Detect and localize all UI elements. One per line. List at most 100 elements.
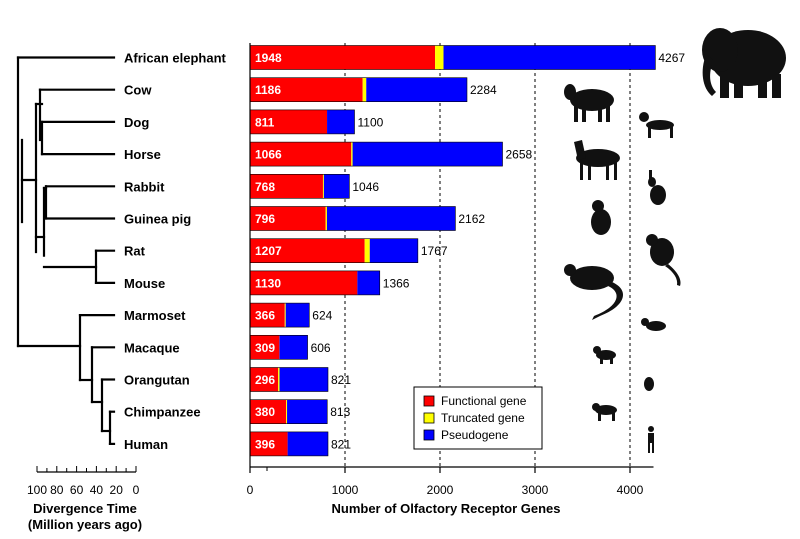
x-tick-label-0: 0	[247, 483, 254, 497]
elephant-icon	[702, 28, 786, 98]
bar-marmoset-pseudogene	[285, 303, 310, 328]
animal-silhouettes	[564, 28, 786, 453]
tree-tick-label-60: 60	[70, 483, 84, 497]
bar-guinea-pig-truncated-gene	[325, 206, 327, 231]
bar-horse-functional-gene	[250, 142, 352, 167]
horse-icon	[574, 140, 620, 180]
total-label-marmoset: 624	[312, 309, 332, 323]
bar-rat-functional-gene	[250, 238, 365, 263]
value-label-mouse-functional: 1130	[255, 276, 281, 290]
orangutan-icon	[644, 377, 654, 391]
legend-box	[413, 386, 543, 450]
bar-cow-pseudogene	[366, 77, 467, 102]
value-label-guinea-pig-functional: 796	[255, 212, 275, 226]
species-label-human: Human	[124, 437, 168, 452]
legend-label-pseudogene: Pseudogene	[441, 428, 509, 442]
species-label-orangutan: Orangutan	[124, 373, 190, 388]
x-tick-label-4000: 4000	[617, 483, 644, 497]
macaque-icon	[593, 346, 616, 364]
value-label-rabbit-functional: 768	[255, 180, 275, 194]
x-tick-label-2000: 2000	[427, 483, 454, 497]
bar-chimpanzee-functional-gene	[250, 399, 287, 424]
bar-rat-truncated-gene	[364, 238, 370, 263]
total-label-guinea-pig: 2162	[458, 212, 485, 226]
bar-rabbit-truncated-gene	[322, 174, 324, 199]
total-label-cow: 2284	[470, 83, 497, 97]
species-label-mouse: Mouse	[124, 276, 165, 291]
total-label-orangutan: 821	[331, 373, 351, 387]
total-label-rat: 1767	[421, 244, 448, 258]
gene-count-axis: 0 1000 2000 3000 4000 Number of Olfactory Rec…	[247, 43, 654, 516]
bar-rabbit-pseudogene	[323, 174, 350, 199]
marmoset-icon	[641, 318, 666, 331]
bar-dog-functional-gene	[250, 109, 328, 134]
bar-macaque-pseudogene	[279, 335, 308, 360]
species-label-rat: Rat	[124, 244, 146, 259]
bar-horse-truncated-gene	[351, 142, 353, 167]
tree-axis-subtitle: (Million years ago)	[28, 517, 142, 532]
bar-guinea-pig-functional-gene	[250, 206, 326, 231]
x-axis-title: Number of Olfactory Receptor Genes	[332, 501, 561, 516]
stacked-bars: 1948 4267 1186 2284 811 1100 1066 2658 768 1046 79…	[249, 45, 685, 457]
value-label-cow-functional: 1186	[255, 83, 281, 97]
bar-orangutan-pseudogene	[279, 367, 328, 392]
bar-marmoset-functional-gene	[250, 303, 285, 328]
bar-rat-pseudogene	[369, 238, 418, 263]
human-icon	[648, 426, 654, 453]
bar-dog-pseudogene	[327, 109, 355, 134]
dog-icon	[639, 112, 674, 138]
value-label-horse-functional: 1066	[255, 148, 282, 162]
legend-swatch-pseudogene	[423, 429, 435, 441]
x-tick-label-1000: 1000	[332, 483, 359, 497]
total-label-rabbit: 1046	[352, 180, 379, 194]
total-label-chimpanzee: 813	[330, 405, 350, 419]
bar-orangutan-functional-gene	[250, 367, 279, 392]
species-label-horse: Horse	[124, 147, 161, 162]
bar-cow-functional-gene	[250, 77, 363, 102]
gerbil-icon	[646, 234, 681, 286]
value-label-rat-functional: 1207	[255, 244, 282, 258]
cow-icon	[564, 84, 614, 122]
bar-cow-truncated-gene	[362, 77, 367, 102]
bar-macaque-functional-gene	[250, 335, 280, 360]
species-label-marmoset: Marmoset	[124, 308, 186, 323]
bar-guinea-pig-pseudogene	[326, 206, 456, 231]
total-label-horse: 2658	[506, 148, 533, 162]
species-label-macaque: Macaque	[124, 340, 180, 355]
value-label-african-elephant-functional: 1948	[255, 51, 282, 65]
species-label-chimpanzee: Chimpanzee	[124, 405, 201, 420]
bar-african-elephant-functional-gene	[250, 45, 436, 70]
bar-orangutan-truncated-gene	[278, 367, 280, 392]
bar-marmoset-truncated-gene	[284, 303, 286, 328]
guinea-pig-icon	[591, 200, 611, 235]
bar-human-functional-gene	[250, 431, 288, 456]
tree-tick-label-20: 20	[110, 483, 124, 497]
total-label-macaque: 606	[311, 341, 331, 355]
species-label-guinea-pig: Guinea pig	[124, 212, 191, 227]
total-label-african-elephant: 4267	[658, 51, 685, 65]
tree-tick-label-80: 80	[50, 483, 64, 497]
tree-tick-label-100: 100	[27, 483, 47, 497]
value-label-orangutan-functional: 296	[255, 373, 275, 387]
rabbit-icon	[648, 170, 666, 205]
bar-human-pseudogene	[287, 431, 328, 456]
value-label-macaque-functional: 309	[255, 341, 275, 355]
tree-axis-title: Divergence Time	[33, 501, 137, 516]
value-label-human-functional: 396	[255, 437, 275, 451]
bar-african-elephant-truncated-gene	[435, 45, 444, 70]
total-label-dog: 1100	[358, 115, 384, 129]
legend-swatch-functional	[423, 395, 435, 407]
legend: Functional gene Truncated gene Pseudogen…	[413, 386, 543, 450]
total-label-human: 821	[331, 437, 351, 451]
bar-chimpanzee-pseudogene	[287, 399, 328, 424]
chimpanzee-icon	[592, 403, 617, 421]
bar-mouse-pseudogene	[357, 270, 380, 295]
legend-label-functional: Functional gene	[441, 394, 527, 408]
divergence-time-axis: 100 80 60 40 20 0 Divergence Time(Million year…	[27, 466, 142, 532]
legend-swatch-truncated	[423, 412, 435, 424]
bar-chimpanzee-truncated-gene	[286, 399, 288, 424]
value-label-marmoset-functional: 366	[255, 309, 275, 323]
species-label-rabbit: Rabbit	[124, 179, 165, 194]
phylogenetic-tree	[16, 56, 116, 445]
